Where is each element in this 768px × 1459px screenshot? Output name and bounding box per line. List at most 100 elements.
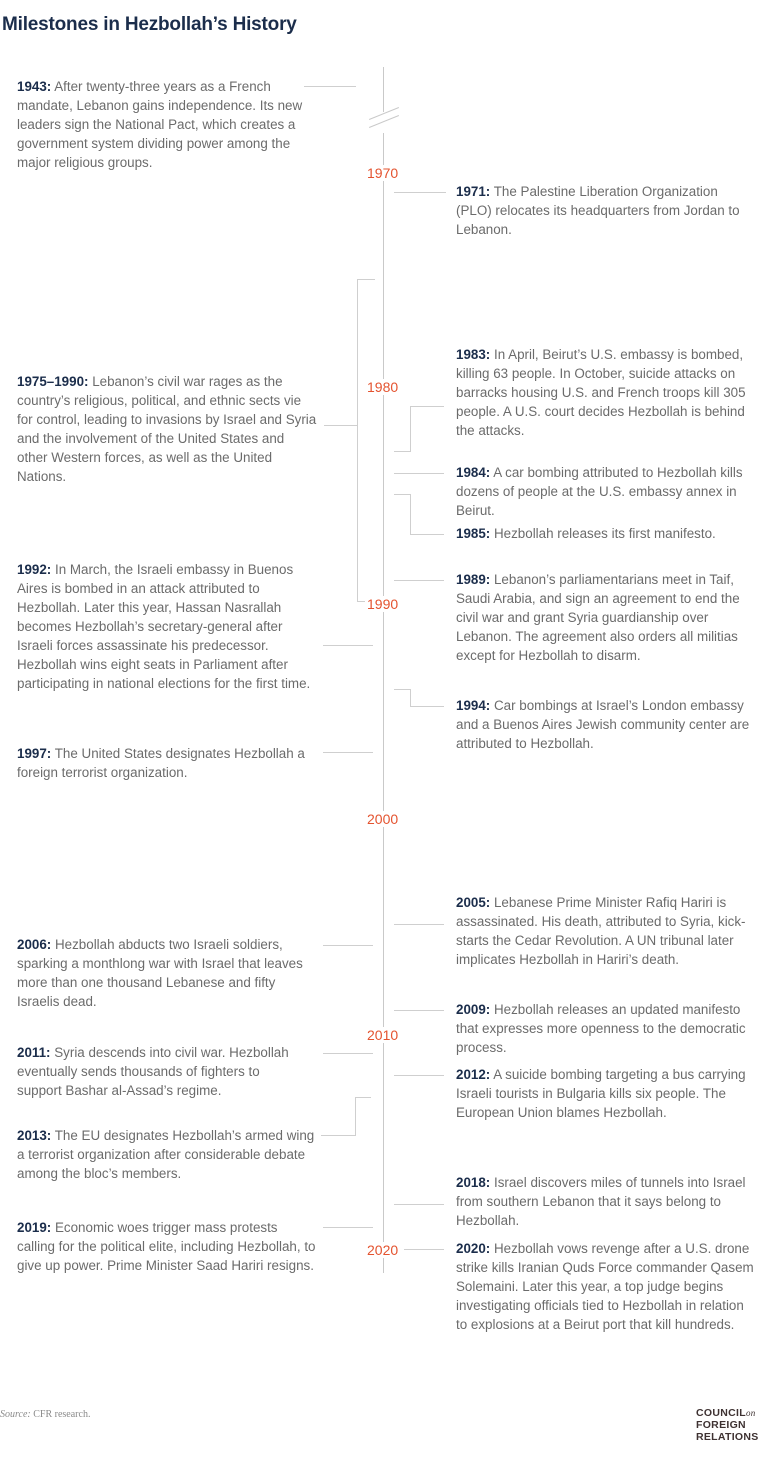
source-label: Source:: [0, 1409, 31, 1420]
connector-1943: [304, 86, 356, 87]
event-text: The Palestine Liberation Organization (P…: [456, 184, 740, 237]
event-year: 2019:: [17, 1220, 52, 1235]
event-1984: 1984: A car bombing attributed to Hezbol…: [456, 463, 756, 520]
connector-2013-v: [355, 1097, 356, 1135]
event-text: Car bombings at Israel’s London embassy …: [456, 698, 750, 751]
event-year: 1983:: [456, 347, 491, 362]
logo-line3: RELATIONS: [696, 1431, 759, 1443]
event-year: 2005:: [456, 895, 491, 910]
connector-1992: [323, 645, 373, 646]
event-text: Hezbollah abducts two Israeli soldiers, …: [17, 937, 303, 1009]
connector-2005: [394, 924, 444, 925]
connector-1997: [323, 752, 373, 753]
event-text: Syria descends into civil war. Hezbollah…: [17, 1045, 289, 1098]
event-text: Israel discovers miles of tunnels into I…: [456, 1175, 746, 1228]
source-text: CFR research.: [30, 1409, 91, 1420]
logo-line2: FOREIGN: [696, 1419, 746, 1431]
event-text: Hezbollah releases an updated manifesto …: [456, 1002, 746, 1055]
event-year: 2020:: [456, 1241, 491, 1256]
connector-1975-bracket-bottom: [357, 601, 365, 602]
event-year: 2018:: [456, 1175, 491, 1190]
connector-1983-v: [410, 406, 411, 451]
connector-1975-bracket: [357, 279, 358, 601]
event-1971: 1971: The Palestine Liberation Organizat…: [456, 182, 756, 239]
event-year: 2011:: [17, 1045, 51, 1060]
logo-on: on: [745, 1408, 756, 1418]
decade-label-1980: 1980: [366, 379, 400, 395]
connector-1985-stub: [394, 494, 411, 495]
connector-1985-v: [410, 494, 411, 534]
event-1989: 1989: Lebanon’s parliamentarians meet in…: [456, 570, 756, 665]
event-text: Economic woes trigger mass protests call…: [17, 1220, 316, 1273]
decade-label-2020: 2020: [366, 1242, 400, 1258]
event-text: A suicide bombing targeting a bus carryi…: [456, 1067, 746, 1120]
event-text: After twenty-three years as a French man…: [17, 79, 303, 170]
connector-1989: [394, 580, 444, 581]
axis-break-mark: [368, 107, 400, 120]
connector-2019: [323, 1227, 373, 1228]
event-year: 2013:: [17, 1128, 52, 1143]
event-year: 1992:: [17, 562, 52, 577]
event-text: A car bombing attributed to Hezbollah ki…: [456, 465, 743, 518]
logo-line1: COUNCIL: [696, 1407, 746, 1419]
event-year: 1985:: [456, 526, 491, 541]
cfr-logo: COUNCILon FOREIGN RELATIONS: [696, 1407, 759, 1443]
connector-1994-v: [410, 689, 411, 706]
event-year: 1997:: [17, 746, 52, 761]
decade-label-1970: 1970: [366, 165, 400, 181]
event-year: 2012:: [456, 1067, 491, 1082]
event-text: The United States designates Hezbollah a…: [17, 746, 305, 780]
event-year: 1984:: [456, 465, 491, 480]
event-text: In April, Beirut’s U.S. embassy is bombe…: [456, 347, 746, 438]
event-text: In March, the Israeli embassy in Buenos …: [17, 562, 311, 691]
event-year: 2009:: [456, 1002, 491, 1017]
event-2006: 2006: Hezbollah abducts two Israeli sold…: [17, 935, 317, 1011]
connector-1975: [324, 425, 357, 426]
event-year: 1975–1990:: [17, 374, 89, 389]
event-1983: 1983: In April, Beirut’s U.S. embassy is…: [456, 345, 756, 440]
connector-2006: [323, 945, 373, 946]
event-1992: 1992: In March, the Israeli embassy in B…: [17, 560, 317, 693]
event-2013: 2013: The EU designates Hezbollah’s arme…: [17, 1126, 317, 1183]
event-1994: 1994: Car bombings at Israel’s London em…: [456, 696, 756, 753]
connector-1983: [410, 406, 444, 407]
page-title: Milestones in Hezbollah’s History: [2, 14, 297, 35]
decade-label-2000: 2000: [366, 811, 400, 827]
event-text: The EU designates Hezbollah’s armed wing…: [17, 1128, 315, 1181]
event-text: Hezbollah vows revenge after a U.S. dron…: [456, 1241, 754, 1332]
timeline-axis: [383, 133, 384, 1273]
event-year: 1971:: [456, 184, 491, 199]
connector-2018: [394, 1204, 444, 1205]
event-1943: 1943: After twenty-three years as a Fren…: [17, 77, 317, 172]
event-2018: 2018: Israel discovers miles of tunnels …: [456, 1173, 761, 1230]
connector-2013: [321, 1135, 356, 1136]
decade-label-1990: 1990: [366, 596, 400, 612]
event-text: Hezbollah releases its first manifesto.: [493, 526, 716, 541]
connector-1985: [410, 534, 444, 535]
event-year: 2006:: [17, 937, 52, 952]
event-2009: 2009: Hezbollah releases an updated mani…: [456, 1000, 761, 1057]
decade-label-2010: 2010: [366, 1027, 400, 1043]
event-year: 1943:: [17, 79, 52, 94]
event-2019: 2019: Economic woes trigger mass protest…: [17, 1218, 317, 1275]
connector-1975-bracket-top: [357, 279, 375, 280]
connector-1994-stub: [394, 689, 411, 690]
event-2011: 2011: Syria descends into civil war. Hez…: [17, 1043, 307, 1100]
connector-1983-stub: [394, 451, 411, 452]
event-year: 1994:: [456, 698, 491, 713]
event-1997: 1997: The United States designates Hezbo…: [17, 744, 317, 782]
event-year: 1989:: [456, 572, 491, 587]
event-1985: 1985: Hezbollah releases its first manif…: [456, 524, 756, 543]
connector-2009: [394, 1010, 444, 1011]
connector-2020: [404, 1249, 444, 1250]
source-note: Source: CFR research.: [0, 1409, 90, 1420]
connector-1971: [394, 192, 446, 193]
connector-1994: [410, 706, 444, 707]
connector-2013-stub: [355, 1097, 371, 1098]
event-text: Lebanese Prime Minister Rafiq Hariri is …: [456, 895, 746, 967]
event-2012: 2012: A suicide bombing targeting a bus …: [456, 1065, 761, 1122]
connector-1984: [394, 473, 444, 474]
connector-2012: [394, 1075, 444, 1076]
event-2020: 2020: Hezbollah vows revenge after a U.S…: [456, 1239, 756, 1334]
event-text: Lebanon’s civil war rages as the country…: [17, 374, 317, 484]
